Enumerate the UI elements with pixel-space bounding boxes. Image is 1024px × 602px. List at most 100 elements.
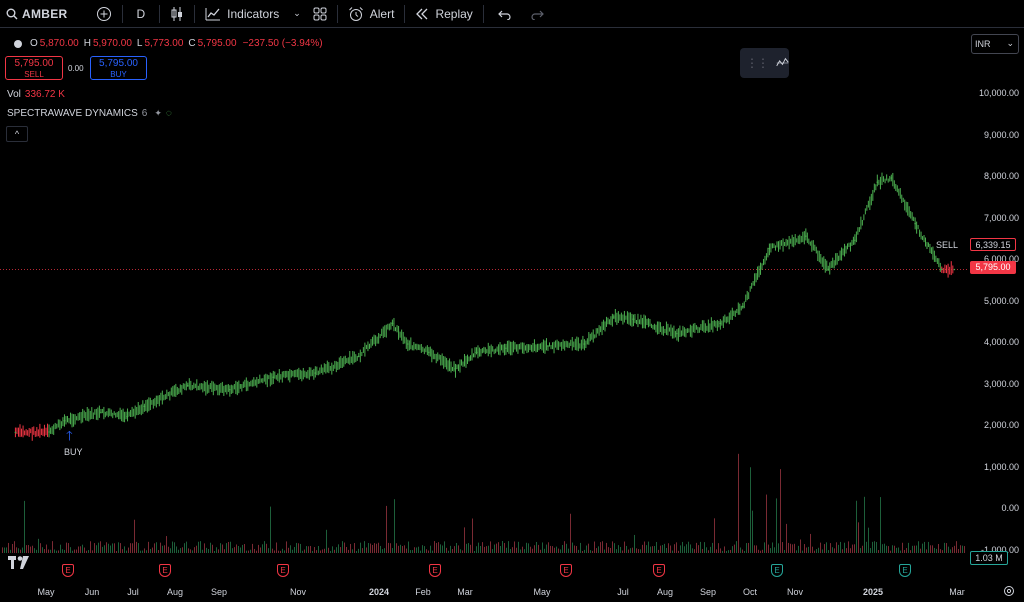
- volume-bar: [268, 548, 269, 553]
- earnings-marker[interactable]: E: [429, 564, 441, 577]
- collapse-legend-button[interactable]: ^: [6, 126, 28, 142]
- volume-bar: [378, 542, 379, 553]
- volume-bar: [108, 543, 109, 553]
- volume-bar: [66, 542, 67, 553]
- x-tick-label: Feb: [415, 587, 431, 597]
- volume-bar: [576, 546, 577, 553]
- earnings-marker[interactable]: E: [771, 564, 783, 577]
- indicators-button[interactable]: Indicators ⌄: [199, 0, 307, 28]
- volume-bar: [724, 546, 725, 553]
- volume-bar: [692, 548, 693, 553]
- volume-bar: [310, 545, 311, 553]
- rewind-icon: [416, 8, 428, 19]
- volume-bar: [826, 542, 827, 553]
- volume-bar: [296, 542, 297, 553]
- redo-button[interactable]: [522, 0, 552, 28]
- volume-bar: [704, 542, 705, 553]
- volume-bar: [34, 548, 35, 553]
- volume-bar: [132, 543, 133, 553]
- volume-bar: [232, 548, 233, 553]
- volume-bar: [410, 550, 411, 553]
- top-toolbar: AMBER D Indicators ⌄ Alert Replay: [0, 0, 1024, 28]
- volume-bar: [482, 542, 483, 553]
- change-value: −237.50 (−3.94%): [242, 38, 323, 49]
- earnings-marker[interactable]: E: [899, 564, 911, 577]
- trend-drawing-icon[interactable]: [776, 54, 789, 72]
- volume-bar: [884, 543, 885, 553]
- high-value: 5,970.00: [92, 38, 132, 49]
- earnings-marker[interactable]: E: [159, 564, 171, 577]
- volume-bar: [814, 550, 815, 553]
- volume-bar: [890, 550, 891, 553]
- earnings-marker[interactable]: E: [653, 564, 665, 577]
- volume-bar: [550, 545, 551, 553]
- tradingview-logo-icon[interactable]: [8, 556, 34, 570]
- drag-handle-icon[interactable]: ⋮⋮: [746, 56, 769, 70]
- symbol-search[interactable]: AMBER: [0, 0, 74, 28]
- volume-bar: [52, 541, 53, 553]
- volume-bar: [828, 550, 829, 553]
- sell-button[interactable]: 5,795.00 SELL: [5, 56, 63, 80]
- volume-bar: [590, 550, 591, 553]
- volume-bar: [558, 548, 559, 553]
- volume-bar: [508, 541, 509, 553]
- volume-bar: [948, 546, 949, 553]
- volume-bar: [380, 545, 381, 553]
- volume-bar: [308, 546, 309, 553]
- volume-bar: [136, 541, 137, 553]
- compare-button[interactable]: [90, 0, 118, 28]
- chevron-down-icon[interactable]: ⌄: [293, 8, 301, 18]
- volume-bar: [804, 544, 805, 553]
- volume-bar: [484, 546, 485, 553]
- volume-bar: [414, 547, 415, 553]
- floating-drawing-toolbar[interactable]: ⋮⋮: [740, 48, 789, 78]
- volume-bar: [342, 541, 343, 553]
- volume-bar: [808, 546, 809, 553]
- volume-bar: [128, 547, 129, 553]
- buy-button[interactable]: 5,795.00 BUY: [90, 56, 147, 80]
- sparkle-icon[interactable]: ✦: [154, 108, 162, 118]
- volume-bar: [894, 545, 895, 553]
- earnings-marker[interactable]: E: [62, 564, 74, 577]
- volume-bar: [6, 547, 7, 553]
- volume-bar: [450, 545, 451, 553]
- templates-button[interactable]: [307, 0, 333, 28]
- volume-bar: [888, 546, 889, 553]
- volume-bar: [658, 549, 659, 553]
- currency-select[interactable]: INR ⌄: [971, 34, 1019, 54]
- earnings-marker[interactable]: E: [277, 564, 289, 577]
- earnings-marker[interactable]: E: [560, 564, 572, 577]
- price-point: [676, 332, 678, 335]
- price-marker-tag: 6,339.15: [970, 237, 1016, 251]
- volume-bar: [578, 549, 579, 553]
- undo-button[interactable]: [488, 0, 522, 28]
- volume-bar: [392, 548, 393, 553]
- volume-bar: [400, 544, 401, 553]
- volume-bar: [944, 542, 945, 553]
- visibility-icon[interactable]: [14, 39, 22, 48]
- volume-bar: [872, 541, 873, 553]
- price-axis[interactable]: 10,000.00 9,000.00 8,000.00 7,000.00 6,000.0…: [968, 29, 1024, 582]
- volume-bar: [382, 549, 383, 553]
- x-tick-label: Aug: [166, 587, 184, 597]
- volume-bar: [840, 541, 841, 553]
- price-point: [741, 305, 744, 308]
- time-axis[interactable]: May Jun Jul Aug Sep Nov 2024 Feb Mar May Jul Aug Sep…: [0, 582, 968, 602]
- volume-bar: [376, 543, 377, 553]
- alert-button[interactable]: Alert: [342, 0, 401, 28]
- volume-bar: [566, 543, 567, 553]
- volume-bar: [862, 545, 863, 553]
- replay-button[interactable]: Replay: [409, 0, 478, 28]
- volume-bar: [748, 542, 749, 553]
- chart-type-button[interactable]: [164, 0, 190, 28]
- layout-grid-icon: [313, 7, 327, 20]
- volume-bar: [416, 547, 417, 553]
- volume-bar: [870, 548, 871, 553]
- price-chart[interactable]: [0, 29, 968, 582]
- volume-bar: [806, 547, 807, 553]
- x-tick-label: Sep: [210, 587, 228, 597]
- settings-gear-icon[interactable]: [1003, 585, 1015, 597]
- interval-button[interactable]: D: [136, 6, 146, 21]
- volume-bar: [452, 549, 453, 553]
- volume-bar: [656, 541, 657, 553]
